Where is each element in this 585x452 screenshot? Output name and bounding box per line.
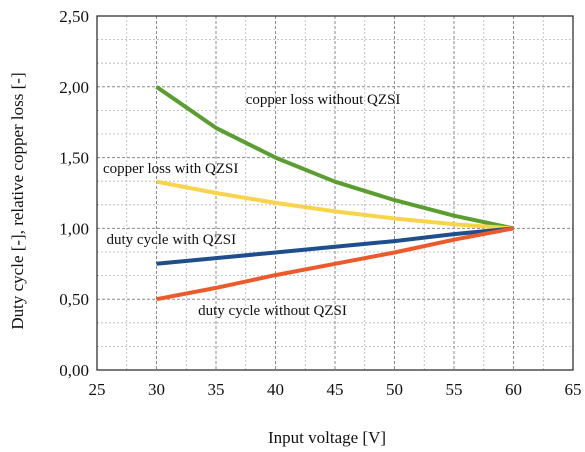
plot-frame <box>96 15 574 371</box>
x-axis-title: Input voltage [V] <box>268 428 386 447</box>
y-axis: 0,00 0,50 1,00 1,50 2,00 2,50 <box>59 7 89 380</box>
x-tick-label: 45 <box>327 380 344 399</box>
y-tick-label: 1,00 <box>59 219 89 238</box>
series-annotation: copper loss without QZSI <box>246 92 401 108</box>
series-line-4 <box>156 226 514 302</box>
series-annotation: duty cycle with QZSI <box>107 232 237 248</box>
x-tick-label: 60 <box>505 380 522 399</box>
series-line-3 <box>156 226 514 266</box>
x-tick-label: 30 <box>148 380 165 399</box>
y-tick-label: 0,50 <box>59 290 89 309</box>
x-tick-label: 50 <box>386 380 403 399</box>
series-annotation: copper loss with QZSI <box>103 161 238 177</box>
y-tick-label: 2,00 <box>59 78 89 97</box>
y-tick-label: 1,50 <box>59 149 89 168</box>
x-tick-label: 35 <box>208 380 225 399</box>
annotations: copper loss without QZSI copper loss with… <box>103 92 400 319</box>
y-axis-title: Duty cycle [-], relative copper loss [-] <box>8 72 27 329</box>
y-tick-label: 0,00 <box>59 361 89 380</box>
x-tick-label: 65 <box>565 380 582 399</box>
x-axis: 25 30 35 40 45 50 55 60 65 <box>89 380 582 399</box>
grid <box>96 15 574 371</box>
x-tick-label: 40 <box>267 380 284 399</box>
series-line-1 <box>155 85 514 231</box>
series-annotation: duty cycle without QZSI <box>198 303 347 319</box>
x-tick-label: 55 <box>446 380 463 399</box>
series-line-2 <box>156 179 514 231</box>
x-tick-label: 25 <box>89 380 106 399</box>
series-group <box>155 85 514 302</box>
y-tick-label: 2,50 <box>59 7 89 26</box>
